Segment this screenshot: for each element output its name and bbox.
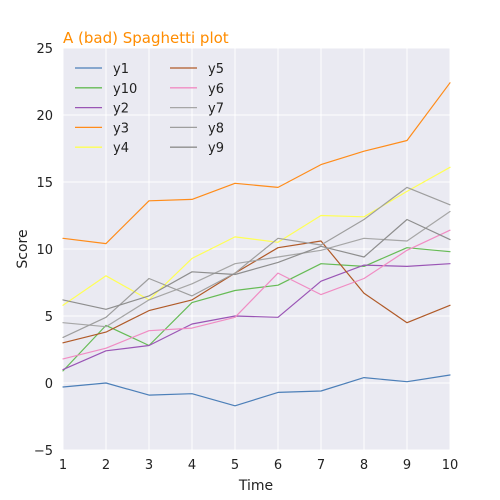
series-line-y3	[62, 82, 451, 245]
x-tick-label: 4	[188, 458, 196, 473]
legend-label-y5: y5	[208, 62, 224, 77]
series-line-y2	[62, 263, 451, 371]
series-line-y8	[62, 186, 451, 338]
legend-label-y3: y3	[113, 121, 129, 136]
legend-label-y2: y2	[113, 102, 129, 117]
series-line-y7	[62, 210, 451, 328]
legend-label-y9: y9	[208, 141, 224, 156]
series-line-y6	[62, 229, 451, 360]
legend-label-y6: y6	[208, 82, 224, 97]
series-line-y10	[62, 247, 451, 372]
x-tick-label: 7	[317, 458, 325, 473]
series-lines	[62, 82, 451, 407]
x-tick-label: 5	[231, 458, 239, 473]
legend-label-y4: y4	[113, 141, 129, 156]
legend: y1 y10 y2 y3 y4 y5 y6 y7 y8 y9	[75, 62, 224, 156]
x-axis-label: Time	[238, 478, 273, 494]
x-tick-label: 2	[102, 458, 110, 473]
x-tick-label: 1	[59, 458, 67, 473]
grid-lines	[62, 47, 451, 451]
x-tick-label: 9	[403, 458, 411, 473]
tick-labels: −5 0 5 10 15 20 25 1 2 3 4 5 6 7 8 9 10	[34, 42, 458, 473]
x-tick-label: 3	[145, 458, 153, 473]
x-tick-label: 8	[360, 458, 368, 473]
chart-title: A (bad) Spaghetti plot	[63, 29, 229, 47]
legend-label-y7: y7	[208, 102, 224, 117]
y-tick-label: 20	[36, 109, 53, 124]
y-axis-label: Score	[15, 229, 31, 268]
series-line-y1	[62, 374, 451, 407]
y-tick-label: 5	[45, 310, 53, 325]
y-tick-label: 15	[36, 176, 53, 191]
series-line-y9	[62, 218, 451, 310]
x-tick-label: 10	[442, 458, 459, 473]
y-tick-label: 25	[36, 42, 53, 57]
x-tick-label: 6	[274, 458, 282, 473]
legend-label-y8: y8	[208, 121, 224, 136]
y-tick-label: −5	[34, 444, 53, 459]
legend-label-y10: y10	[113, 82, 137, 97]
y-tick-label: 10	[36, 243, 53, 258]
legend-label-y1: y1	[113, 62, 129, 77]
y-tick-label: 0	[45, 377, 53, 392]
